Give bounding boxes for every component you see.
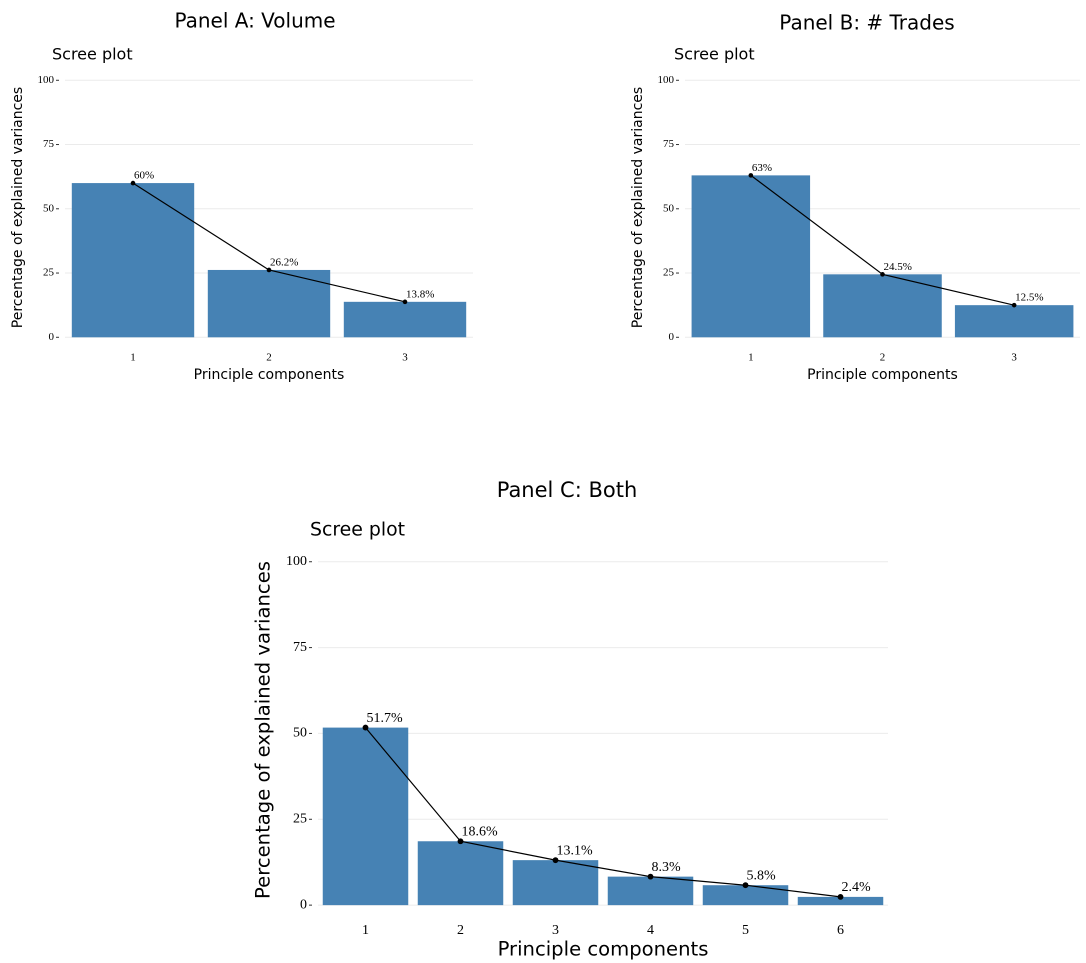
data-label: 60% [134, 170, 154, 182]
y-tick-label: 100 [658, 74, 675, 86]
y-tick-label: 25 [293, 811, 307, 826]
bar [691, 175, 811, 338]
x-tick-label: 2 [880, 352, 886, 364]
data-label: 8.3% [652, 860, 681, 875]
bar [607, 876, 694, 906]
bar [322, 727, 409, 906]
panel-title: Panel C: Both [497, 478, 638, 502]
subtitle: Scree plot [52, 45, 133, 64]
y-axis-label: Percentage of explained variances [10, 87, 26, 328]
point [552, 857, 559, 864]
scree-line [365, 727, 841, 898]
x-tick-label: 1 [748, 352, 754, 364]
y-tick-label: 50 [293, 726, 307, 741]
x-axis-label: Principle components [194, 367, 345, 383]
point [362, 724, 369, 731]
y-axis-label: Percentage of explained variances [252, 561, 275, 899]
y-tick-label: 100 [286, 554, 307, 569]
y-tick-label: 0 [669, 331, 675, 343]
x-tick-label: 3 [552, 923, 559, 938]
y-tick-label: 75 [43, 138, 55, 150]
y-tick-label: 75 [293, 640, 307, 655]
bar [207, 269, 331, 338]
point [748, 173, 754, 178]
y-tick-label: 100 [38, 74, 55, 86]
point [130, 180, 136, 186]
data-label: 63% [752, 162, 772, 174]
point [837, 893, 844, 900]
point [880, 272, 885, 277]
y-tick-label: 50 [43, 202, 55, 214]
x-tick-label: 4 [647, 923, 654, 938]
bar [823, 274, 942, 338]
subtitle: Scree plot [310, 519, 405, 541]
point [457, 838, 464, 845]
y-tick-label: 0 [49, 331, 55, 343]
x-axis-label: Principle components [498, 938, 709, 961]
x-tick-label: 3 [1011, 352, 1017, 364]
x-tick-label: 3 [402, 352, 408, 364]
data-label: 24.5% [884, 261, 912, 273]
y-tick-label: 25 [663, 267, 675, 279]
panel-title: Panel B: # Trades [779, 11, 954, 35]
data-label: 26.2% [270, 256, 298, 268]
x-tick-label: 6 [837, 923, 844, 938]
data-label: 2.4% [842, 880, 871, 895]
point [266, 267, 272, 273]
point [1011, 302, 1017, 308]
data-label: 13.1% [557, 843, 593, 858]
point [647, 873, 654, 880]
point [742, 882, 749, 889]
data-label: 18.6% [462, 825, 498, 840]
bar [343, 301, 467, 338]
x-tick-label: 1 [130, 352, 136, 364]
x-axis-label: Principle components [807, 367, 958, 383]
subtitle: Scree plot [674, 45, 755, 64]
x-tick-label: 2 [457, 923, 464, 938]
bar [954, 305, 1074, 338]
y-tick-label: 25 [43, 267, 55, 279]
data-label: 5.8% [747, 869, 776, 884]
x-tick-label: 2 [266, 352, 272, 364]
bar [417, 841, 504, 906]
bar [797, 896, 884, 906]
bar [71, 183, 195, 338]
panel-title: Panel A: Volume [174, 9, 335, 33]
y-axis-label: Percentage of explained variances [630, 87, 646, 328]
point [402, 299, 408, 305]
data-label: 12.5% [1015, 292, 1043, 304]
bar [702, 885, 789, 906]
data-label: 51.7% [367, 711, 403, 726]
y-tick-label: 50 [663, 202, 675, 214]
y-tick-label: 0 [300, 897, 307, 912]
bar [512, 860, 599, 906]
x-tick-label: 1 [362, 923, 369, 938]
data-label: 13.8% [406, 288, 434, 300]
x-tick-label: 5 [742, 923, 749, 938]
y-tick-label: 75 [663, 138, 675, 150]
